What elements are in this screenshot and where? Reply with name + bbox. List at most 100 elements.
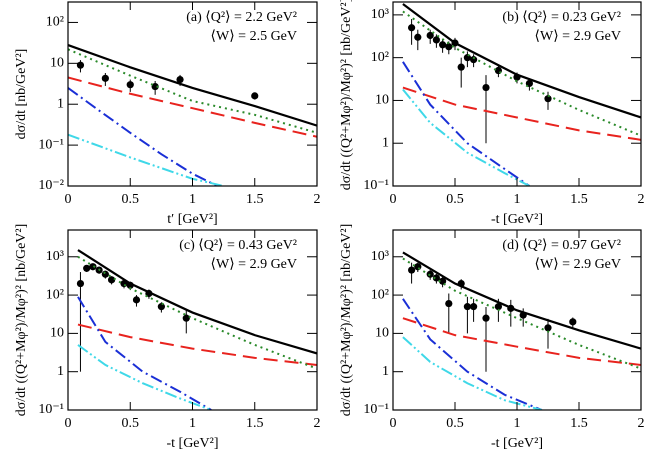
curve	[77, 323, 317, 366]
curve	[402, 61, 530, 186]
data-point	[494, 303, 502, 311]
x-tick-label: 2	[314, 192, 321, 207]
y-tick-label: 10²	[371, 50, 389, 65]
data-point	[470, 56, 478, 64]
x-tick-label: 0.5	[122, 192, 140, 207]
data-point	[463, 54, 471, 62]
data-point	[482, 83, 490, 92]
x-axis-label: -t [GeV²]	[491, 436, 543, 451]
data-point	[176, 75, 184, 84]
data-point	[408, 266, 416, 274]
x-tick-label: 0	[390, 192, 397, 207]
data-point	[251, 92, 259, 100]
data-point	[544, 324, 552, 332]
x-tick-label: 1.5	[570, 416, 588, 431]
curve	[68, 133, 224, 186]
y-tick-label: 10²	[46, 15, 64, 30]
plot-area	[76, 249, 317, 410]
data-point	[101, 74, 109, 82]
y-tick-label: 10⁻¹	[38, 402, 64, 417]
x-axis-label: -t [GeV²]	[166, 436, 218, 451]
y-tick-label: 1	[382, 364, 389, 379]
data-point	[414, 263, 422, 271]
x-tick-label: 0	[390, 416, 397, 431]
data-point	[426, 31, 434, 40]
y-tick-label: 10³	[371, 249, 389, 264]
curve	[402, 88, 530, 186]
data-point	[151, 82, 159, 91]
curve	[402, 10, 641, 137]
x-tick-label: 2	[638, 416, 645, 431]
y-tick-label: 10	[50, 56, 64, 71]
x-tick-label: 2	[638, 192, 645, 207]
data-point	[414, 33, 422, 41]
x-tick-label: 1	[189, 192, 196, 207]
y-tick-label: 10⁻¹	[363, 178, 389, 193]
data-point	[445, 299, 453, 308]
annotation: ⟨W⟩ = 2.9 GeV	[535, 29, 621, 44]
x-tick-label: 1.5	[246, 192, 264, 207]
data-point	[101, 270, 109, 278]
y-tick-label: 1	[57, 364, 64, 379]
data-point	[445, 43, 453, 51]
y-tick-label: 10³	[371, 7, 389, 22]
curve	[68, 44, 317, 127]
data-point	[470, 303, 478, 311]
plot-area	[68, 44, 317, 186]
y-axis-label: dσ/dt ((Q²+Mφ²)/Mφ²)² [nb/GeV²]	[339, 0, 354, 190]
data-point	[76, 279, 85, 288]
y-tick-label: 10	[50, 326, 64, 341]
x-tick-label: 1	[189, 416, 196, 431]
data-point	[569, 318, 577, 326]
data-point	[544, 95, 552, 103]
x-tick-label: 1	[514, 416, 521, 431]
annotation: ⟨W⟩ = 2.9 GeV	[211, 257, 297, 272]
curve	[77, 344, 212, 410]
plot-area	[402, 251, 641, 410]
y-tick-label: 10⁻¹	[38, 137, 64, 152]
data-point	[182, 314, 190, 322]
x-tick-label: 1.5	[246, 416, 264, 431]
y-tick-label: 10³	[46, 249, 64, 264]
data-point	[408, 24, 416, 32]
data-point	[482, 314, 490, 322]
data-point	[432, 274, 440, 282]
annotation: (c) ⟨Q²⟩ = 0.43 GeV²	[179, 238, 297, 253]
annotation: ⟨W⟩ = 2.5 GeV	[211, 29, 297, 44]
x-tick-label: 1.5	[570, 192, 588, 207]
annotation: (d) ⟨Q²⟩ = 0.97 GeV²	[502, 238, 621, 253]
y-tick-label: 10	[375, 93, 389, 108]
x-tick-label: 0	[65, 192, 72, 207]
curve	[68, 87, 218, 186]
data-point	[463, 303, 471, 311]
data-point	[76, 61, 85, 69]
curve	[402, 298, 543, 410]
data-point	[157, 303, 165, 311]
y-tick-label: 10²	[46, 287, 64, 302]
plot-area	[402, 3, 641, 186]
y-axis-label: dσ/dt ((Q²+Mφ²)/Mφ²)² [nb/GeV²]	[14, 224, 29, 417]
y-tick-label: 10²	[371, 287, 389, 302]
y-tick-label: 1	[382, 135, 389, 150]
annotation: (b) ⟨Q²⟩ = 0.23 GeV²	[502, 10, 621, 25]
data-point	[126, 81, 134, 89]
y-tick-label: 10⁻¹	[363, 402, 389, 417]
data-point	[89, 263, 97, 271]
curve	[68, 48, 317, 134]
data-point	[107, 276, 116, 284]
x-tick-label: 0.5	[446, 416, 464, 431]
x-axis-label: -t [GeV²]	[491, 212, 543, 227]
y-tick-label: 1	[57, 96, 64, 111]
curve	[402, 336, 543, 410]
curve	[402, 3, 641, 119]
y-tick-label: 10	[375, 326, 389, 341]
x-tick-label: 0	[65, 416, 72, 431]
curve	[77, 296, 212, 410]
y-axis-label: dσ/dt [nb/GeV²]	[14, 49, 29, 140]
curve	[402, 317, 641, 366]
y-axis-label: dσ/dt ((Q²+Mφ²)/Mφ²)² [nb/GeV²]	[339, 224, 354, 417]
curve	[402, 86, 641, 141]
y-tick-label: 10⁻²	[38, 178, 64, 193]
